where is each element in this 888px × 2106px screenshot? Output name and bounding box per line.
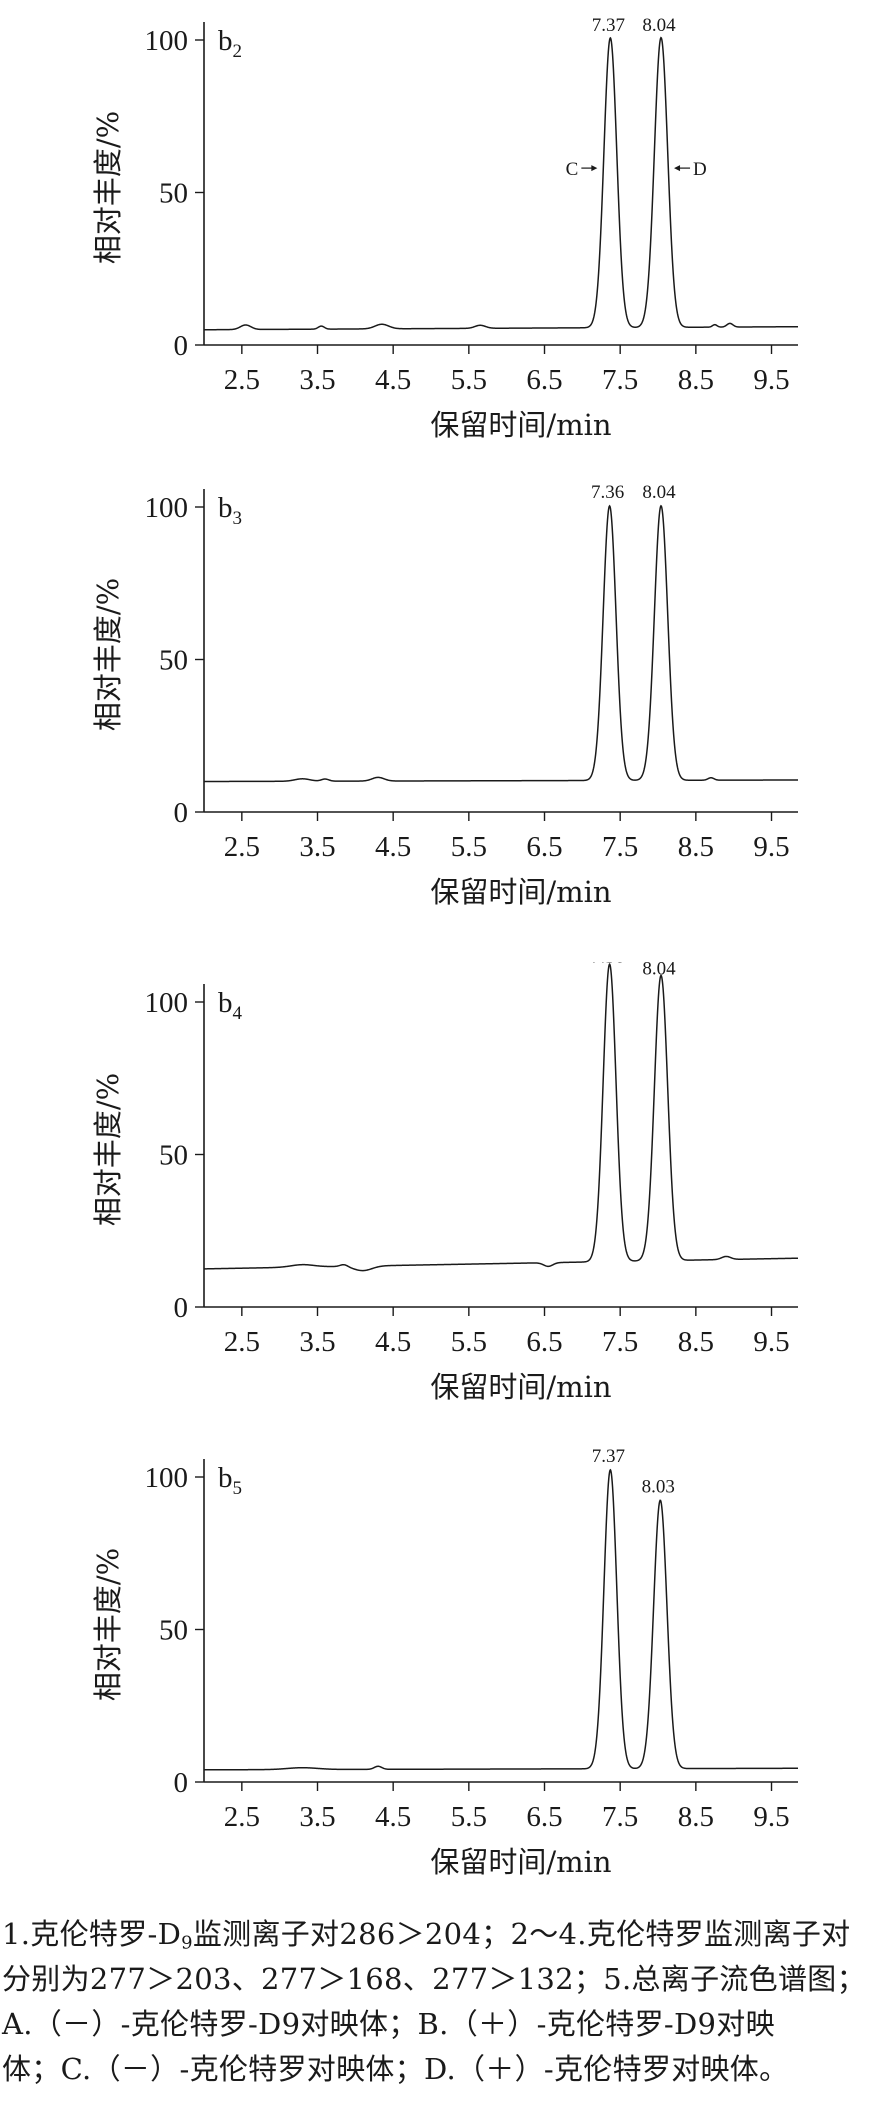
x-tick-label: 2.5 — [224, 831, 260, 863]
x-tick-label: 6.5 — [526, 831, 562, 863]
x-tick-label: 7.5 — [602, 1801, 638, 1833]
peak-label: 8.04 — [642, 15, 676, 36]
panel-label-letter: b — [218, 987, 233, 1019]
x-tick-label: 6.5 — [526, 364, 562, 396]
panel-label: b2 — [218, 25, 242, 62]
peak-label: 8.03 — [642, 1476, 675, 1497]
peak-label: 8.04 — [642, 482, 676, 503]
caption-line-1-a: 1.克伦特罗-D — [2, 1917, 182, 1951]
peak-label: 7.37 — [592, 15, 625, 36]
y-tick-label: 0 — [174, 1767, 189, 1799]
chart-panel-b5: 0 50 100 2.5 3.5 4.5 5.5 6.5 7.5 8.5 9.5 保留时间/min 相对… — [0, 1437, 888, 1907]
x-tick-label: 8.5 — [678, 1326, 714, 1358]
chromatogram-trace — [204, 1468, 799, 1771]
arrow-head-icon — [674, 165, 681, 172]
chromatogram-b4: 0 50 100 2.5 3.5 4.5 5.5 6.5 7.5 8.5 9.5 保留时间/min 相对… — [91, 962, 799, 1404]
chart-panel-b3: 0 50 100 2.5 3.5 4.5 5.5 6.5 7.5 8.5 9.5 保留时间/min 相对… — [0, 467, 888, 937]
x-tick-label: 3.5 — [299, 1801, 335, 1833]
caption-line-1-sub: 9 — [181, 1932, 193, 1954]
x-tick-label: 9.5 — [753, 364, 789, 396]
peak-label: 8.04 — [642, 962, 676, 980]
peak-label: 7.36 — [591, 962, 624, 968]
x-axis-title: 保留时间/min — [430, 1370, 611, 1404]
x-tick-label: 3.5 — [299, 831, 335, 863]
y-axis-title: 相对丰度/% — [91, 111, 125, 264]
y-tick-label: 0 — [174, 797, 189, 829]
chromatogram-trace — [204, 36, 798, 331]
y-tick-label: 0 — [174, 1292, 189, 1324]
x-tick-label: 4.5 — [375, 364, 411, 396]
panel-label: b5 — [218, 1462, 242, 1499]
y-tick-label: 100 — [145, 1462, 189, 1494]
x-tick-label: 5.5 — [451, 1801, 487, 1833]
x-tick-label: 2.5 — [224, 1801, 260, 1833]
chromatogram-b3: 0 50 100 2.5 3.5 4.5 5.5 6.5 7.5 8.5 9.5 保留时间/min 相对… — [91, 482, 798, 909]
y-tick-label: 50 — [159, 178, 188, 210]
chromatogram-trace — [203, 962, 799, 1272]
panel-label: b3 — [218, 492, 242, 529]
panel-label-sub: 2 — [233, 41, 243, 62]
caption-line-1-b: 监测离子对286＞204；2～4.克伦特罗监测离子对 — [192, 1917, 851, 1951]
chart-panel-b4: 0 50 100 2.5 3.5 4.5 5.5 6.5 7.5 8.5 9.5 保留时间/min 相对… — [0, 962, 888, 1432]
x-tick-label: 5.5 — [451, 1326, 487, 1358]
x-tick-label: 8.5 — [678, 1801, 714, 1833]
y-tick-label: 50 — [159, 645, 188, 677]
panel-label-sub: 4 — [233, 1003, 243, 1024]
panel-label-sub: 5 — [233, 1478, 243, 1499]
panel-label-letter: b — [218, 492, 233, 524]
chromatogram-b2: 0 50 100 2.5 3.5 4.5 5.5 6.5 7.5 8.5 9.5 保留时间/min 相对… — [91, 15, 798, 442]
x-tick-label: 9.5 — [753, 831, 789, 863]
x-tick-label: 8.5 — [678, 831, 714, 863]
x-axis-title: 保留时间/min — [430, 1845, 611, 1879]
y-tick-label: 100 — [145, 987, 189, 1019]
x-tick-label: 4.5 — [375, 1326, 411, 1358]
x-tick-label: 9.5 — [753, 1801, 789, 1833]
x-tick-label: 5.5 — [451, 364, 487, 396]
x-tick-label: 7.5 — [602, 364, 638, 396]
figure-caption: 1.克伦特罗-D9监测离子对286＞204；2～4.克伦特罗监测离子对 分别为2… — [2, 1912, 886, 2092]
y-axis-title: 相对丰度/% — [91, 578, 125, 731]
panel-label-letter: b — [218, 25, 233, 57]
y-tick-label: 100 — [145, 492, 189, 524]
caption-line-1: 1.克伦特罗-D9监测离子对286＞204；2～4.克伦特罗监测离子对 — [2, 1912, 886, 1957]
chromatogram-trace — [204, 504, 798, 783]
x-tick-label: 2.5 — [224, 1326, 260, 1358]
panel-label-sub: 3 — [233, 508, 243, 529]
x-tick-label: 5.5 — [451, 831, 487, 863]
chart-panel-b2: 0 50 100 2.5 3.5 4.5 5.5 6.5 7.5 8.5 9.5 保留时间/min 相对… — [0, 0, 888, 470]
x-tick-label: 3.5 — [299, 364, 335, 396]
y-tick-label: 50 — [159, 1140, 188, 1172]
chromatogram-b5: 0 50 100 2.5 3.5 4.5 5.5 6.5 7.5 8.5 9.5 保留时间/min 相对… — [91, 1446, 799, 1879]
caption-line-4: 体；C.（－）-克伦特罗对映体；D.（＋）-克伦特罗对映体。 — [2, 2052, 789, 2086]
arrow-head-icon — [591, 165, 598, 172]
x-tick-label: 4.5 — [375, 1801, 411, 1833]
caption-line-2: 分别为277＞203、277＞168、277＞132；5.总离子流色谱图； — [2, 1962, 866, 1996]
x-tick-label: 7.5 — [602, 831, 638, 863]
x-axis-title: 保留时间/min — [430, 408, 611, 442]
panel-label-letter: b — [218, 1462, 233, 1494]
annotation-label: D — [693, 159, 707, 180]
x-tick-label: 6.5 — [526, 1801, 562, 1833]
y-tick-label: 100 — [145, 25, 189, 57]
x-tick-label: 3.5 — [299, 1326, 335, 1358]
panel-label: b4 — [218, 987, 243, 1024]
peak-label: 7.36 — [591, 482, 624, 503]
x-tick-label: 7.5 — [602, 1326, 638, 1358]
y-tick-label: 0 — [174, 330, 189, 362]
x-tick-label: 6.5 — [526, 1326, 562, 1358]
y-axis-title: 相对丰度/% — [91, 1073, 125, 1226]
x-tick-label: 8.5 — [678, 364, 714, 396]
x-tick-label: 2.5 — [224, 364, 260, 396]
x-axis-title: 保留时间/min — [430, 875, 611, 909]
annotation-label: C — [566, 159, 579, 180]
x-tick-label: 4.5 — [375, 831, 411, 863]
y-tick-label: 50 — [159, 1615, 188, 1647]
peak-label: 7.37 — [592, 1446, 625, 1467]
caption-line-3: A.（－）-克伦特罗-D9对映体；B.（＋）-克伦特罗-D9对映 — [2, 2007, 775, 2041]
x-tick-label: 9.5 — [753, 1326, 789, 1358]
y-axis-title: 相对丰度/% — [91, 1548, 125, 1701]
